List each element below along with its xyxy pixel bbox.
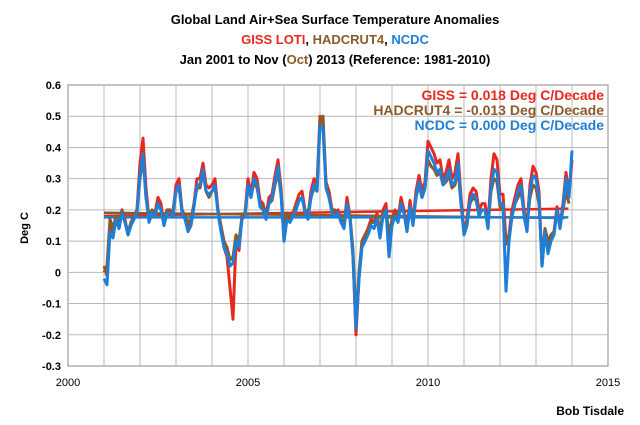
trend-annotation: NCDC = 0.000 Deg C/Decade — [415, 117, 605, 133]
title-line2-part: , — [305, 32, 312, 47]
y-tick-label: 0.3 — [46, 174, 61, 186]
title-line3-part: Jan 2001 to Nov ( — [180, 52, 288, 67]
x-tick-label: 2010 — [416, 377, 440, 389]
y-axis-tick-labels: -0.3 -0.2 -0.1 0 0.1 0.2 0.3 0.4 0.5 0.6 — [42, 80, 62, 373]
x-tick-label: 2005 — [236, 377, 260, 389]
y-tick-label: 0.6 — [46, 80, 61, 92]
x-tick-label: 2015 — [596, 377, 620, 389]
grid-lines — [68, 85, 608, 366]
author-credit: Bob Tisdale — [556, 404, 624, 418]
title-line3-part: Oct — [287, 52, 309, 67]
title-line2-part: GISS LOTI — [241, 32, 305, 47]
title-line2-part: HADCRUT4 — [313, 32, 385, 47]
y-tick-label: 0 — [55, 267, 61, 279]
y-axis-label: Deg C — [19, 212, 31, 244]
chart-title-line3: Jan 2001 to Nov (Oct) 2013 (Reference: 1… — [180, 52, 491, 67]
series-line-ncdc — [102, 124, 574, 330]
plot-area — [67, 84, 609, 367]
trend-annotation: HADCRUT4 = -0.013 Deg C/Decade — [373, 102, 604, 118]
title-line2-part: , — [384, 32, 391, 47]
title-line2-part: NCDC — [391, 32, 429, 47]
y-tick-label: 0.5 — [46, 111, 61, 123]
data-series — [102, 114, 574, 337]
y-tick-label: -0.1 — [42, 299, 61, 311]
x-axis-tick-labels: 2000 2005 2010 2015 — [56, 377, 620, 389]
y-tick-label: 0.1 — [46, 236, 61, 248]
chart-title-line2: GISS LOTI, HADCRUT4, NCDC — [241, 32, 429, 47]
chart-title-line1: Global Land Air+Sea Surface Temperature … — [171, 12, 500, 27]
y-tick-label: -0.3 — [42, 361, 61, 373]
y-tick-label: 0.2 — [46, 205, 61, 217]
y-tick-label: -0.2 — [42, 330, 61, 342]
title-line3-part: ) 2013 (Reference: 1981-2010) — [308, 52, 490, 67]
y-tick-label: 0.4 — [46, 142, 62, 154]
trend-annotation: GISS = 0.018 Deg C/Decade — [422, 87, 605, 103]
x-tick-label: 2000 — [56, 377, 80, 389]
